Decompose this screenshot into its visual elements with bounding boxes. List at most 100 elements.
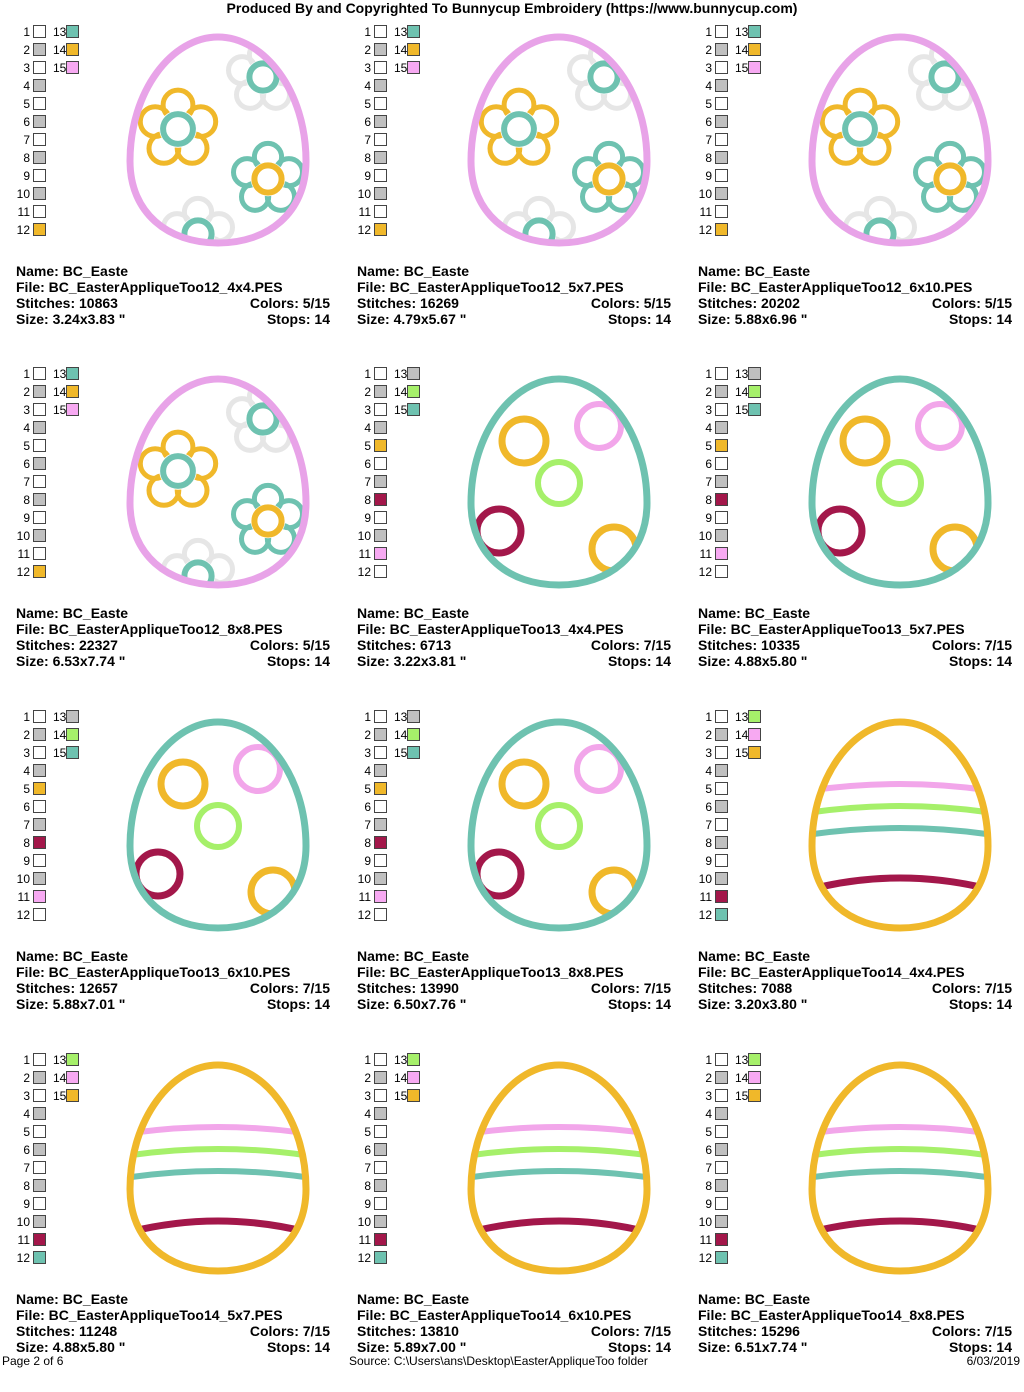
color-swatch xyxy=(715,1233,728,1246)
swatch-number: 2 xyxy=(23,385,30,399)
swatch-number: 6 xyxy=(705,1143,712,1157)
design-colors: Colors: 5/15 xyxy=(931,295,1012,311)
swatch-number: 4 xyxy=(23,764,30,778)
embroidery-egg-preview xyxy=(126,375,310,589)
color-swatch xyxy=(715,457,728,470)
embroidery-egg-preview xyxy=(126,33,310,247)
design-card: 1 13 2 14 3 15 4 5 6 7 8 9 10 11 12 Name: BC_Easte File… xyxy=(349,709,689,1049)
color-swatch xyxy=(374,818,387,831)
design-file: File: BC_EasterAppliqueToo14_4x4.PES xyxy=(698,964,965,980)
design-colors: Colors: 5/15 xyxy=(249,295,330,311)
swatch-number: 7 xyxy=(23,475,30,489)
color-swatch xyxy=(748,385,761,398)
swatch-number: 3 xyxy=(364,61,371,75)
swatch-number: 3 xyxy=(705,61,712,75)
swatch-number: 11 xyxy=(17,890,30,904)
swatch-number: 9 xyxy=(364,854,371,868)
color-swatch xyxy=(33,872,46,885)
swatch-number: 6 xyxy=(23,457,30,471)
design-card: 1 13 2 14 3 15 4 5 6 7 8 9 10 11 12 Name: BC_Easte File… xyxy=(349,1052,689,1392)
color-swatch xyxy=(33,187,46,200)
swatch-number: 8 xyxy=(23,493,30,507)
embroidery-egg-preview xyxy=(467,375,651,589)
swatch-number: 2 xyxy=(23,1071,30,1085)
design-file: File: BC_EasterAppliqueToo13_6x10.PES xyxy=(16,964,291,980)
color-swatch xyxy=(374,1107,387,1120)
color-swatch xyxy=(715,493,728,506)
design-size: Size: 5.89x7.00 " Stops: 14 xyxy=(357,1339,671,1355)
design-info: Name: BC_Easte File: BC_EasterAppliqueToo… xyxy=(16,948,330,1012)
color-swatch xyxy=(374,1071,387,1084)
design-card: 1 13 2 14 3 15 4 5 6 7 8 9 10 11 12 Name: BC_Easte File… xyxy=(690,709,1024,1049)
swatch-number: 10 xyxy=(357,1215,371,1229)
color-swatch xyxy=(748,43,761,56)
color-swatch xyxy=(715,367,728,380)
color-swatch xyxy=(33,710,46,723)
color-swatch xyxy=(374,529,387,542)
design-card: 1 13 2 14 3 15 4 5 6 7 8 9 10 11 12 Name: BC_Easte File… xyxy=(690,1052,1024,1392)
color-swatch xyxy=(715,151,728,164)
swatch-number: 5 xyxy=(23,782,30,796)
design-name: Name: BC_Easte xyxy=(357,1291,470,1307)
color-swatch xyxy=(374,746,387,759)
design-name: Name: BC_Easte xyxy=(698,1291,811,1307)
swatch-number: 11 xyxy=(699,890,712,904)
color-swatch xyxy=(33,115,46,128)
color-swatch xyxy=(374,854,387,867)
color-swatch xyxy=(715,205,728,218)
color-swatch xyxy=(374,836,387,849)
swatch-number: 15 xyxy=(53,61,67,75)
swatch-number: 15 xyxy=(735,746,749,760)
swatch-number: 5 xyxy=(705,439,712,453)
design-file: File: BC_EasterAppliqueToo14_5x7.PES xyxy=(16,1307,283,1323)
swatch-number: 11 xyxy=(699,1233,712,1247)
color-swatch xyxy=(33,367,46,380)
color-swatch xyxy=(33,403,46,416)
swatch-number: 5 xyxy=(364,439,371,453)
swatch-number: 5 xyxy=(23,97,30,111)
color-swatch xyxy=(374,205,387,218)
color-swatch xyxy=(374,547,387,560)
swatch-number: 11 xyxy=(699,205,712,219)
color-swatch xyxy=(374,187,387,200)
swatch-number: 11 xyxy=(17,1233,30,1247)
design-stops: Stops: 14 xyxy=(948,311,1012,327)
embroidery-egg-preview xyxy=(808,33,992,247)
swatch-number: 12 xyxy=(698,1251,712,1265)
color-swatch xyxy=(66,367,79,380)
design-size: Size: 3.24x3.83 " Stops: 14 xyxy=(16,311,330,327)
color-swatch xyxy=(33,529,46,542)
color-swatch xyxy=(33,1251,46,1264)
swatch-number: 7 xyxy=(364,475,371,489)
color-swatch xyxy=(33,1197,46,1210)
swatch-number: 6 xyxy=(364,115,371,129)
swatch-number: 8 xyxy=(705,836,712,850)
design-file: File: BC_EasterAppliqueToo12_4x4.PES xyxy=(16,279,283,295)
design-card: 1 13 2 14 3 15 4 5 6 7 8 9 10 11 12 Name: BC_Easte File… xyxy=(8,366,348,706)
swatch-number: 6 xyxy=(705,800,712,814)
color-swatch xyxy=(374,403,387,416)
color-swatch xyxy=(374,782,387,795)
color-swatch xyxy=(715,1053,728,1066)
swatch-number: 12 xyxy=(357,223,371,237)
color-swatch xyxy=(374,511,387,524)
color-swatch xyxy=(407,61,420,74)
swatch-number: 13 xyxy=(735,710,749,724)
design-colors: Colors: 7/15 xyxy=(590,1323,671,1339)
swatch-number: 12 xyxy=(16,908,30,922)
color-swatch xyxy=(407,43,420,56)
swatch-number: 13 xyxy=(394,710,408,724)
color-swatch xyxy=(715,764,728,777)
swatch-number: 8 xyxy=(705,151,712,165)
design-stops: Stops: 14 xyxy=(266,311,330,327)
design-stops: Stops: 14 xyxy=(266,996,330,1012)
swatch-number: 3 xyxy=(23,1089,30,1103)
swatch-number: 10 xyxy=(698,529,712,543)
swatch-number: 4 xyxy=(23,421,30,435)
color-swatch xyxy=(374,764,387,777)
color-swatch xyxy=(33,205,46,218)
design-colors: Colors: 7/15 xyxy=(249,1323,330,1339)
swatch-number: 15 xyxy=(53,403,67,417)
color-swatch xyxy=(748,710,761,723)
color-swatch xyxy=(715,475,728,488)
